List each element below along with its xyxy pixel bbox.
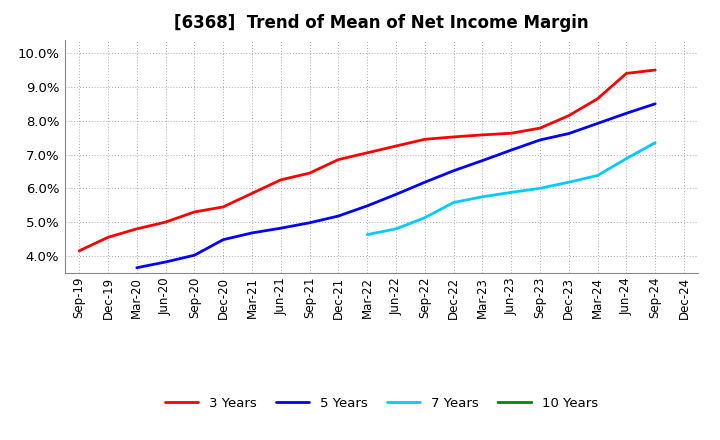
- 7 Years: [478, 194, 487, 199]
- 5 Years: [334, 213, 343, 219]
- 7 Years: [536, 186, 544, 191]
- 5 Years: [622, 110, 631, 116]
- 7 Years: [593, 173, 602, 178]
- 7 Years: [507, 190, 516, 195]
- 7 Years: [564, 180, 573, 185]
- 3 Years: [190, 209, 199, 215]
- 5 Years: [219, 237, 228, 242]
- 5 Years: [190, 253, 199, 258]
- 5 Years: [276, 226, 285, 231]
- Title: [6368]  Trend of Mean of Net Income Margin: [6368] Trend of Mean of Net Income Margi…: [174, 15, 589, 33]
- 3 Years: [219, 204, 228, 209]
- Line: 3 Years: 3 Years: [79, 70, 655, 251]
- 3 Years: [132, 226, 141, 231]
- Line: 7 Years: 7 Years: [367, 143, 655, 235]
- 7 Years: [449, 200, 458, 205]
- 3 Years: [449, 134, 458, 139]
- 5 Years: [363, 203, 372, 209]
- 7 Years: [392, 226, 400, 231]
- 5 Years: [392, 192, 400, 197]
- 7 Years: [651, 140, 660, 145]
- Line: 5 Years: 5 Years: [137, 104, 655, 268]
- 3 Years: [363, 150, 372, 155]
- 5 Years: [651, 101, 660, 106]
- 5 Years: [449, 168, 458, 173]
- 3 Years: [564, 113, 573, 118]
- 3 Years: [507, 131, 516, 136]
- 5 Years: [420, 180, 429, 185]
- 5 Years: [305, 220, 314, 225]
- 3 Years: [248, 191, 256, 196]
- 5 Years: [536, 137, 544, 143]
- 3 Years: [478, 132, 487, 138]
- 3 Years: [75, 248, 84, 253]
- 3 Years: [334, 157, 343, 162]
- 7 Years: [420, 215, 429, 220]
- 3 Years: [420, 137, 429, 142]
- 3 Years: [276, 177, 285, 183]
- 3 Years: [622, 71, 631, 76]
- 5 Years: [132, 265, 141, 270]
- 3 Years: [161, 220, 170, 225]
- 3 Years: [536, 125, 544, 131]
- 5 Years: [564, 131, 573, 136]
- 5 Years: [507, 147, 516, 153]
- 3 Years: [392, 143, 400, 149]
- 3 Years: [305, 170, 314, 176]
- 3 Years: [593, 96, 602, 101]
- 5 Years: [161, 259, 170, 264]
- 5 Years: [478, 158, 487, 163]
- 3 Years: [104, 235, 112, 240]
- 5 Years: [248, 230, 256, 235]
- 7 Years: [363, 232, 372, 237]
- Legend: 3 Years, 5 Years, 7 Years, 10 Years: 3 Years, 5 Years, 7 Years, 10 Years: [160, 391, 603, 415]
- 3 Years: [651, 67, 660, 73]
- 7 Years: [622, 156, 631, 161]
- 5 Years: [593, 121, 602, 126]
